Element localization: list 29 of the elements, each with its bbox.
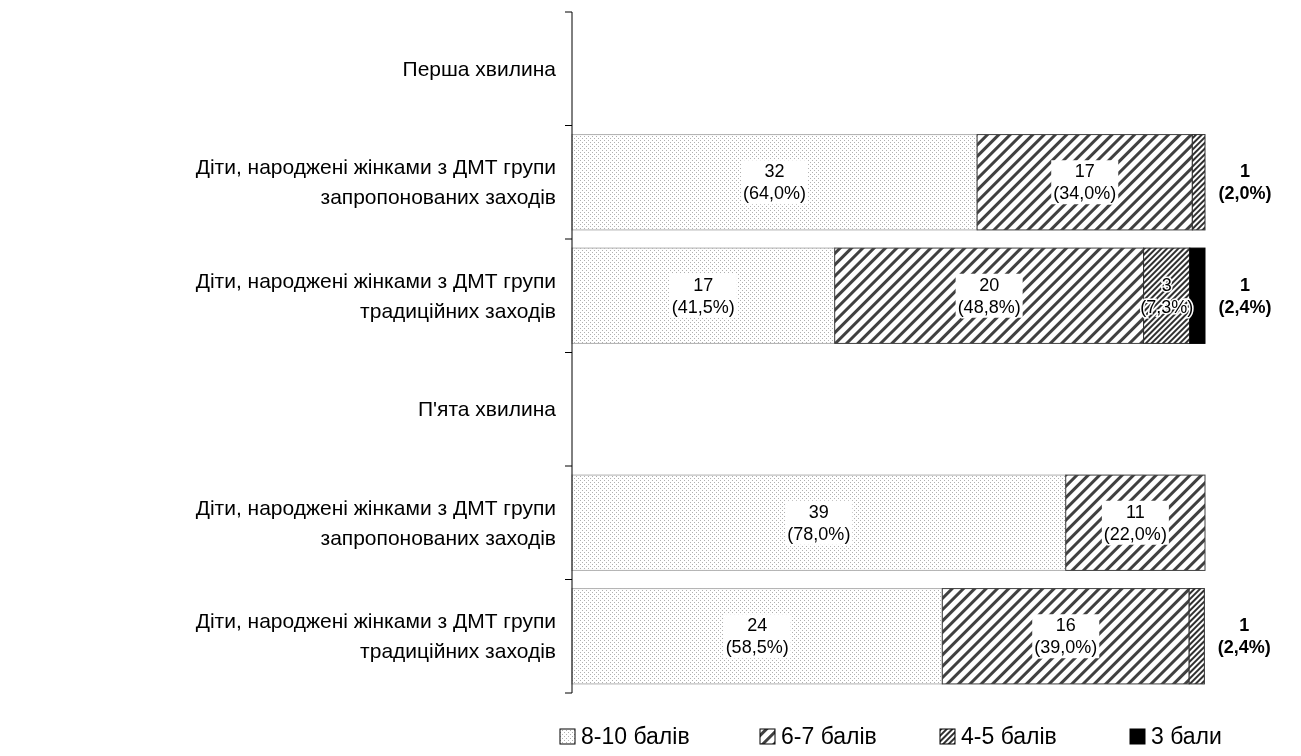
data-label: 24 (58,5%)	[725, 615, 789, 658]
data-label: 16 (39,0%)	[1034, 615, 1098, 658]
bar	[1188, 588, 1205, 685]
bar	[571, 474, 1067, 571]
data-label: 11 (22,0%)	[1103, 501, 1167, 544]
data-label: 39 (78,0%)	[787, 501, 851, 544]
data-label: 17 (41,5%)	[671, 274, 735, 317]
y-tick-label: Діти, народжені жінками з ДМТ групи запропонованих заходів	[195, 495, 556, 549]
bar	[571, 134, 978, 231]
legend-label: 3 бали	[1151, 723, 1222, 749]
bar	[941, 588, 1190, 685]
data-label: 1 (2,4%)	[1218, 274, 1272, 317]
data-label: 17 (34,0%)	[1053, 161, 1117, 204]
y-tick-label: Діти, народжені жінками з ДМТ групи традиційних заходів	[195, 609, 556, 663]
data-label: 1 (2,4%)	[1217, 615, 1271, 658]
data-label: 1 (2,0%)	[1218, 161, 1272, 204]
data-label: 20 (48,8%)	[957, 274, 1021, 317]
y-tick-label: Діти, народжені жінками з ДМТ групи традиційних заходів	[195, 268, 556, 322]
data-label: 32 (64,0%)	[743, 161, 807, 204]
y-tick-label: Перша хвилина	[402, 56, 557, 80]
legend-label: 6-7 балів	[781, 723, 877, 749]
bar	[1191, 134, 1206, 231]
bar	[571, 588, 943, 685]
bar	[571, 247, 836, 344]
legend-label: 8-10 балів	[581, 723, 690, 749]
y-tick-label: Діти, народжені жінками з ДМТ групи запропонованих заходів	[195, 155, 556, 209]
legend-label: 4-5 балів	[961, 723, 1057, 749]
y-tick-label: П'ята хвилина	[417, 397, 557, 421]
bar	[976, 134, 1193, 231]
